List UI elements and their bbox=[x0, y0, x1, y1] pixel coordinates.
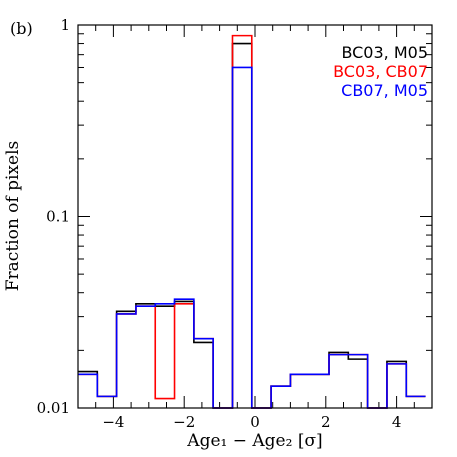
legend-entry: BC03, M05 bbox=[341, 43, 428, 62]
x-axis-label: Age₁ − Age₂ [σ] bbox=[186, 431, 322, 451]
y-tick-label: 0.01 bbox=[37, 399, 70, 417]
x-tick-label: 2 bbox=[321, 413, 331, 431]
x-tick-label: 4 bbox=[392, 413, 402, 431]
series-cb07-m05 bbox=[78, 67, 426, 408]
y-axis-label: Fraction of pixels bbox=[3, 141, 23, 292]
legend-entry: CB07, M05 bbox=[341, 81, 428, 100]
panel-label: (b) bbox=[10, 19, 33, 38]
x-tick-label: 0 bbox=[250, 413, 260, 431]
x-tick-label: −2 bbox=[173, 413, 195, 431]
x-tick-label: −4 bbox=[102, 413, 124, 431]
y-tick-label: 0.1 bbox=[46, 208, 70, 226]
y-tick-label: 1 bbox=[60, 16, 70, 34]
legend-entry: BC03, CB07 bbox=[333, 62, 428, 81]
